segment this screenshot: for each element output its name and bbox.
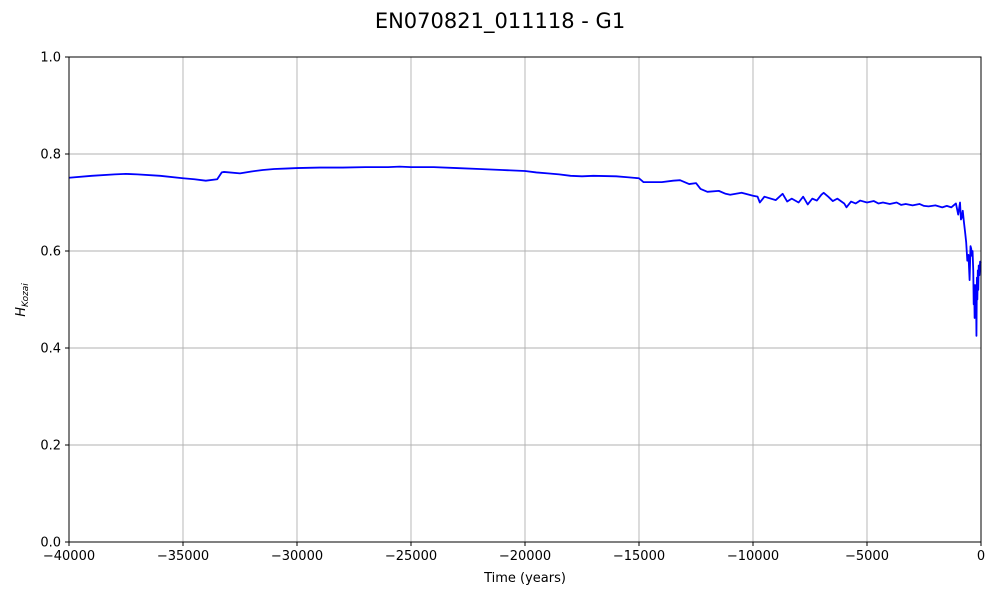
series-line bbox=[68, 165, 982, 337]
x-tick-label: −30000 bbox=[271, 549, 323, 564]
y-axis-label-sub: Kozai bbox=[21, 283, 31, 307]
y-tick-label: 0.8 bbox=[40, 148, 61, 163]
x-tick-label: −5000 bbox=[845, 549, 889, 564]
x-tick-label: −10000 bbox=[727, 549, 779, 564]
x-tick-label: −20000 bbox=[499, 549, 551, 564]
y-tick-label: 1.0 bbox=[40, 51, 61, 66]
x-tick-label: −15000 bbox=[613, 549, 665, 564]
x-tick-label: −35000 bbox=[157, 549, 209, 564]
series-group bbox=[68, 165, 982, 337]
y-tick-label: 0.4 bbox=[40, 342, 61, 357]
y-axis: 0.0 0.2 0.4 0.6 0.8 1.0 bbox=[40, 51, 69, 551]
chart-title: EN070821_011118 - G1 bbox=[375, 9, 625, 34]
x-tick-label: −40000 bbox=[43, 549, 95, 564]
x-tick-label: −25000 bbox=[385, 549, 437, 564]
x-tick-label: 0 bbox=[977, 549, 985, 564]
y-axis-label: HKozai bbox=[14, 283, 31, 317]
x-axis: −40000 −35000 −30000 −25000 −20000 −15000 −100… bbox=[43, 542, 985, 564]
y-tick-label: 0.0 bbox=[40, 536, 61, 551]
y-tick-label: 0.6 bbox=[40, 245, 61, 260]
y-tick-label: 0.2 bbox=[40, 439, 61, 454]
y-axis-label-main: H bbox=[14, 307, 29, 317]
x-axis-label: Time (years) bbox=[483, 571, 566, 586]
